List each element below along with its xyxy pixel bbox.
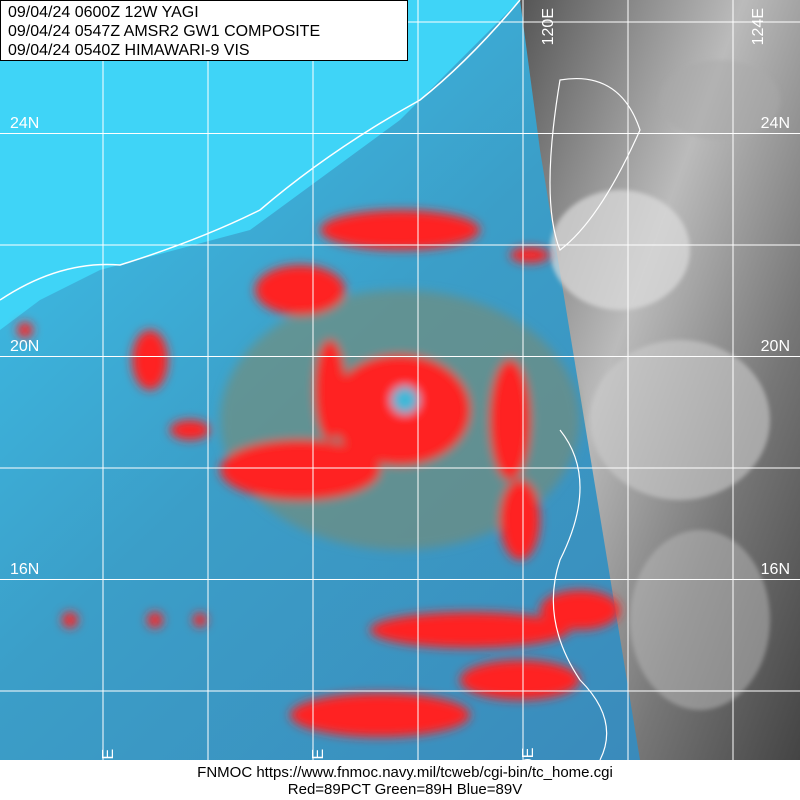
latitude-label: 20N: [761, 338, 790, 355]
footer-line: Red=89PCT Green=89H Blue=89V: [288, 781, 522, 798]
latitude-label: 16N: [10, 561, 39, 578]
latitude-label: 16N: [761, 561, 790, 578]
coastline: [552, 429, 608, 761]
header-line: 09/04/24 0600Z 12W YAGI: [8, 4, 199, 21]
footer-background: [0, 760, 800, 800]
footer-line: FNMOC https://www.fnmoc.navy.mil/tcweb/c…: [197, 764, 613, 781]
latitude-label: 24N: [10, 115, 39, 132]
coastline: [0, 0, 521, 301]
longitude-label: 124E: [750, 8, 767, 45]
latitude-label: 24N: [761, 115, 790, 132]
header-line: 09/04/24 0540Z HIMAWARI-9 VIS: [8, 42, 250, 59]
header-box: [0, 0, 408, 61]
convection: [17, 210, 620, 737]
longitude-label: 120E: [540, 8, 557, 45]
visible-clouds: [550, 60, 780, 710]
latitude-label: 20N: [10, 338, 39, 355]
coastline: [549, 78, 641, 251]
land-region: [0, 0, 520, 330]
header-line: 09/04/24 0547Z AMSR2 GW1 COMPOSITE: [8, 23, 320, 40]
